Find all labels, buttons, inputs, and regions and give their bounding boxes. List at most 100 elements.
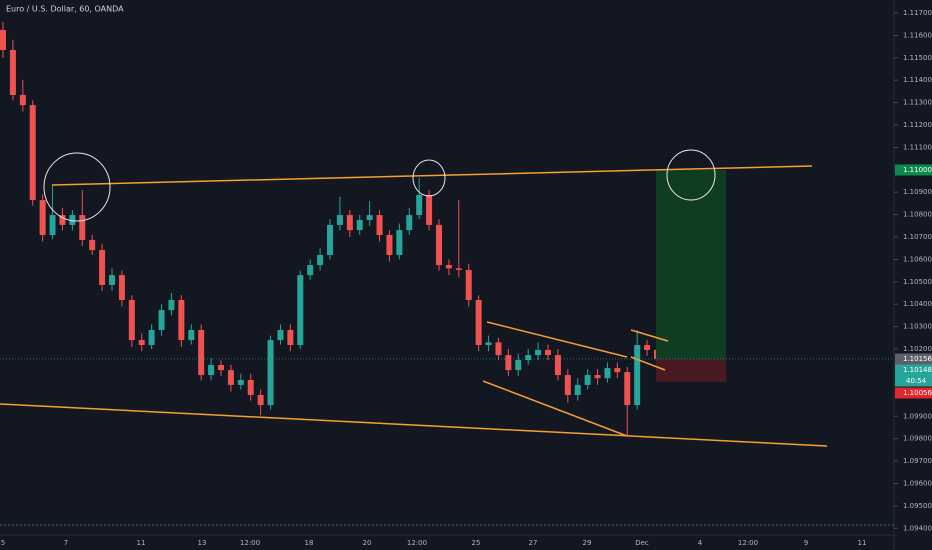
price-label: 1.10148 xyxy=(903,366,932,374)
candle-body xyxy=(574,384,581,395)
candle-body xyxy=(237,379,244,385)
candle-body xyxy=(416,194,423,216)
candle-body xyxy=(257,394,264,406)
candle-body xyxy=(634,345,641,406)
y-tick-label: 1.10600 xyxy=(903,255,932,263)
candle-body xyxy=(208,364,215,376)
candle-body xyxy=(505,355,512,371)
highlight-circle xyxy=(412,159,446,197)
candle-body xyxy=(287,330,294,346)
candle-body xyxy=(584,375,591,385)
y-tick-label: 1.09400 xyxy=(903,524,932,532)
candle-body xyxy=(218,364,224,371)
candle-body xyxy=(366,215,373,221)
highlight-circle xyxy=(43,152,111,222)
candle-body xyxy=(158,310,165,331)
candle-body xyxy=(327,224,333,255)
candle-body xyxy=(168,299,175,311)
channel-bottom xyxy=(482,380,628,437)
candle-body xyxy=(426,194,433,225)
y-tick-label: 1.09800 xyxy=(903,435,932,443)
y-tick-label: 1.11600 xyxy=(903,31,932,39)
candle-body xyxy=(297,275,304,346)
candle-body xyxy=(545,349,551,356)
x-tick-label: 12:00 xyxy=(407,539,427,547)
x-tick-label: 13 xyxy=(198,539,207,547)
x-tick-label: 29 xyxy=(583,539,592,547)
countdown-box xyxy=(895,375,932,387)
candle-body xyxy=(9,49,16,95)
candle-body xyxy=(79,215,86,240)
x-tick-label: 7 xyxy=(64,539,68,547)
x-tick-label: 9 xyxy=(804,539,808,547)
candle-body xyxy=(188,330,195,341)
candle-body xyxy=(525,355,532,361)
y-tick-label: 1.11200 xyxy=(903,121,932,129)
price-label-box xyxy=(895,387,932,399)
candle-body xyxy=(386,235,393,255)
candle-body xyxy=(69,215,76,225)
y-tick-label: 1.10500 xyxy=(903,278,932,286)
candle-body xyxy=(485,342,492,346)
x-tick-label: 5 xyxy=(1,539,5,547)
candle-body xyxy=(277,330,284,341)
y-tick-label: 1.10300 xyxy=(903,323,932,331)
candle-body xyxy=(138,340,145,346)
support-line xyxy=(0,403,828,447)
x-tick-label: 27 xyxy=(529,539,538,547)
candle-body xyxy=(594,375,601,379)
candle-body xyxy=(89,239,96,251)
candle-body xyxy=(356,220,363,231)
candle-body xyxy=(307,265,314,276)
candle-body xyxy=(614,368,621,373)
target-zone xyxy=(656,170,726,359)
candle-body xyxy=(436,224,442,266)
candle-body xyxy=(19,94,26,106)
y-tick-label: 1.09500 xyxy=(903,502,932,510)
candle-body xyxy=(317,254,324,266)
x-tick-label: 12:00 xyxy=(738,539,758,547)
candle-body xyxy=(39,200,46,236)
flag-top xyxy=(630,329,669,342)
candle-body xyxy=(247,379,254,395)
x-tick-label: 20 xyxy=(363,539,372,547)
channel-top xyxy=(486,321,628,358)
candle-body xyxy=(564,375,571,395)
x-tick-label: Dec xyxy=(635,539,649,547)
x-tick-label: 25 xyxy=(472,539,481,547)
y-tick-label: 1.09700 xyxy=(903,457,932,465)
candle-body xyxy=(109,275,115,285)
candle-body xyxy=(267,340,274,406)
y-tick-label: 1.09900 xyxy=(903,412,932,420)
y-tick-label: 1.09600 xyxy=(903,479,932,487)
x-tick-label: 11 xyxy=(137,539,146,547)
x-tick-label: 4 xyxy=(698,539,703,547)
candle-body xyxy=(535,349,542,356)
candle-body xyxy=(406,215,413,231)
x-tick-label: 18 xyxy=(305,539,314,547)
candle-body xyxy=(644,345,651,350)
price-label-box xyxy=(895,353,932,365)
candle-body xyxy=(554,355,561,376)
candle-body xyxy=(118,275,125,300)
candle-body xyxy=(49,215,56,236)
price-label-box xyxy=(895,364,932,376)
candle-body xyxy=(495,342,502,356)
candle-body xyxy=(0,30,6,50)
price-label-box xyxy=(895,164,932,176)
stop-zone xyxy=(656,359,726,382)
candle-body xyxy=(624,372,631,406)
y-tick-label: 1.11100 xyxy=(903,143,932,151)
highlight-circle xyxy=(666,149,716,201)
candle-body xyxy=(227,370,234,385)
chart-title: Euro / U.S. Dollar, 60, OANDA xyxy=(6,5,124,14)
candle-body xyxy=(475,299,482,346)
candle-body xyxy=(455,268,462,270)
y-tick-label: 1.10900 xyxy=(903,188,932,196)
countdown: 40:54 xyxy=(906,377,927,385)
candle-body xyxy=(465,269,472,300)
y-tick-label: 1.11300 xyxy=(903,99,932,107)
candle-body xyxy=(376,215,383,236)
price-label: 1.10156 xyxy=(903,355,932,363)
